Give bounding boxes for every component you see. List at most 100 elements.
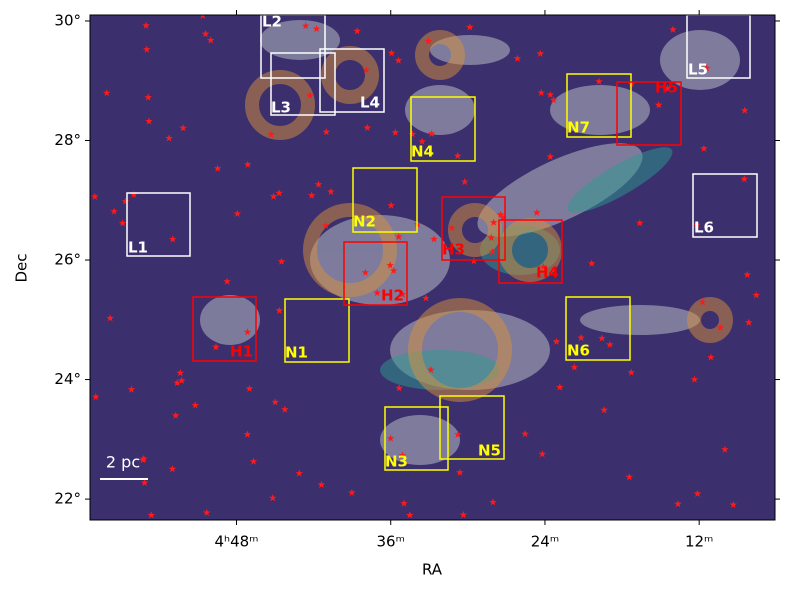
- x-tick-label: 24ᵐ: [531, 533, 559, 551]
- star-marker: [549, 96, 558, 104]
- region-box: [616, 81, 682, 146]
- star-marker: [327, 187, 335, 195]
- region-box: [686, 15, 751, 79]
- star-marker: [487, 233, 496, 241]
- star-marker: [398, 290, 407, 298]
- star-marker: [740, 175, 749, 183]
- star-marker: [140, 454, 148, 463]
- star-marker: [460, 177, 469, 186]
- region-label: N4: [411, 143, 434, 161]
- star-marker: [625, 473, 634, 481]
- star-marker: [627, 368, 636, 376]
- star-marker: [106, 314, 114, 322]
- star-marker: [430, 235, 438, 243]
- star-marker: [168, 235, 177, 243]
- star-marker: [387, 49, 396, 57]
- y-tick-label: 24°: [54, 370, 81, 388]
- star-marker: [92, 392, 100, 401]
- star-marker: [243, 430, 252, 438]
- region-label: N7: [567, 119, 590, 137]
- region-box: [192, 296, 257, 362]
- star-marker: [406, 511, 414, 519]
- star-marker: [552, 337, 561, 345]
- star-marker: [537, 88, 546, 97]
- star-marker: [306, 91, 314, 99]
- star-marker: [729, 500, 738, 508]
- star-marker: [700, 144, 708, 152]
- region-box: [284, 298, 350, 363]
- star-marker: [453, 151, 462, 160]
- star-marker: [454, 430, 462, 438]
- star-marker: [206, 36, 215, 44]
- star-marker: [398, 451, 407, 459]
- star-marker: [513, 54, 522, 62]
- star-marker: [496, 210, 505, 218]
- star-marker: [322, 221, 330, 229]
- star-marker: [600, 406, 608, 414]
- star-marker: [521, 429, 529, 438]
- star-marker: [386, 434, 395, 442]
- star-marker: [361, 268, 370, 276]
- star-marker: [353, 27, 361, 35]
- region-label: L4: [360, 94, 380, 112]
- star-marker: [147, 511, 156, 519]
- star-marker: [249, 457, 258, 465]
- region-label: L5: [688, 61, 708, 79]
- star-marker: [598, 334, 606, 342]
- region-label: H3: [442, 241, 465, 259]
- star-marker: [363, 123, 372, 131]
- sky-image: L1 L2 L3 L4 L5 L6 N1 N2 N3 N4 N5 N6 N7 H1 H2 H3 H4 H5: [90, 13, 775, 520]
- region-label: L2: [262, 13, 282, 31]
- star-marker: [743, 270, 752, 278]
- star-marker: [362, 66, 371, 74]
- star-marker: [698, 298, 707, 306]
- star-marker: [102, 89, 111, 97]
- star-marker: [307, 191, 316, 199]
- star-marker: [424, 37, 433, 45]
- star-marker: [489, 498, 497, 506]
- star-marker: [418, 137, 426, 145]
- region-label: L6: [694, 219, 714, 237]
- star-marker: [577, 333, 585, 341]
- star-marker: [536, 49, 545, 57]
- star-marker: [489, 218, 498, 226]
- star-marker: [121, 197, 130, 205]
- star-marker: [127, 385, 136, 393]
- y-tick-label: 26°: [54, 251, 81, 269]
- region-box: [260, 15, 326, 79]
- y-tick-label: 30°: [54, 11, 81, 29]
- region-label: H1: [230, 343, 253, 361]
- region-box: [352, 167, 418, 233]
- star-marker: [322, 128, 331, 136]
- star-marker: [752, 291, 761, 299]
- star-marker: [199, 15, 206, 19]
- star-marker: [744, 318, 753, 326]
- star-marker: [721, 445, 729, 453]
- star-marker: [130, 190, 138, 198]
- star-marker: [178, 376, 186, 384]
- star-marker: [570, 363, 579, 371]
- star-marker: [693, 220, 701, 229]
- star-marker: [142, 21, 150, 29]
- star-marker: [110, 207, 118, 215]
- x-axis-label: RA: [422, 561, 443, 579]
- star-marker: [466, 23, 474, 31]
- star-marker: [533, 208, 541, 216]
- star-marker: [539, 262, 548, 271]
- star-marker: [595, 77, 603, 85]
- star-marker: [179, 124, 187, 132]
- x-tick-label: 4ʰ48ᵐ: [214, 533, 258, 551]
- star-marker: [690, 375, 699, 383]
- star-marker: [140, 478, 149, 486]
- star-marker: [427, 129, 436, 137]
- star-marker: [268, 494, 277, 502]
- star-marker: [459, 510, 468, 519]
- region-label: N6: [567, 342, 590, 360]
- star-marker: [488, 247, 497, 256]
- region-box: [692, 173, 758, 238]
- star-marker: [389, 266, 398, 274]
- star-marker: [244, 160, 252, 168]
- region-label: N3: [385, 453, 408, 471]
- star-marker: [606, 340, 614, 348]
- star-marker: [693, 489, 702, 497]
